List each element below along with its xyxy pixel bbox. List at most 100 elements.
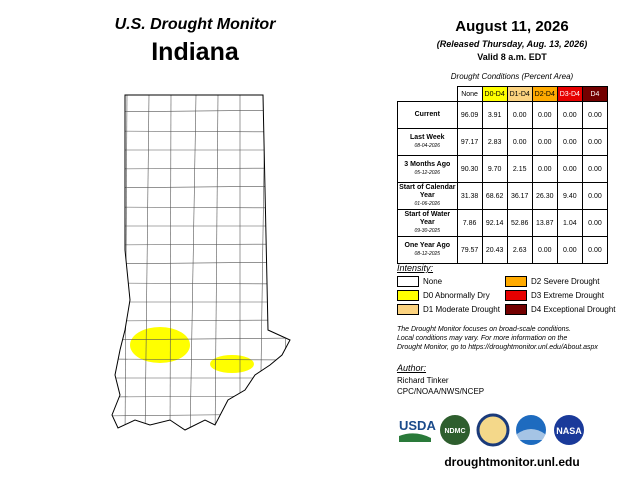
cell: 0.00 xyxy=(581,155,609,183)
cell: 92.14 xyxy=(481,209,508,237)
conditions-table: None D0-D4 D1-D4 D2-D4 D3-D4 D4 Current 96.09 3.… xyxy=(397,86,609,264)
usda-logo: USDA xyxy=(399,418,436,433)
row-label: One Year Ago 08-12-2025 xyxy=(397,236,458,264)
note-line: Drought Monitor, go to https://droughtmo… xyxy=(397,344,598,351)
legend-swatch xyxy=(397,304,419,315)
cell: 0.00 xyxy=(556,101,583,129)
county-line xyxy=(100,435,300,436)
legend-item: D2 Severe Drought xyxy=(505,276,599,287)
cell: 0.00 xyxy=(581,182,609,210)
cell: 0.00 xyxy=(531,128,558,156)
note-line: The Drought Monitor focuses on broad-sca… xyxy=(397,326,571,333)
row-label: Last Week 08-04-2026 xyxy=(397,128,458,156)
counties xyxy=(100,95,300,436)
row-date: 09-30-2025 xyxy=(414,228,441,234)
county-line xyxy=(144,95,150,430)
column-header: D1-D4 xyxy=(506,86,533,102)
cell: 0.00 xyxy=(581,101,609,129)
cell: 2.15 xyxy=(506,155,533,183)
county-line xyxy=(112,337,290,341)
ndmc-logo: NDMC xyxy=(445,428,466,435)
row-label: Current xyxy=(397,101,458,129)
note: The Drought Monitor focuses on broad-sca… xyxy=(397,325,598,352)
title: U.S. Drought Monitor xyxy=(114,16,276,33)
row-name: Start of Water Year xyxy=(404,211,451,226)
county-line xyxy=(112,319,290,322)
row-name: 3 Months Ago xyxy=(404,161,451,168)
data-row: Current 96.09 3.91 0.00 0.00 0.00 0.00 xyxy=(397,101,609,129)
row-label: Start of Water Year 09-30-2025 xyxy=(397,209,458,237)
state-name: Indiana xyxy=(151,38,239,66)
row-date: 08-12-2025 xyxy=(414,251,441,257)
legend-item: D4 Exceptional Drought xyxy=(505,304,616,315)
county-line xyxy=(214,95,219,430)
cell: 0.00 xyxy=(506,128,533,156)
header-row: None D0-D4 D1-D4 D2-D4 D3-D4 D4 xyxy=(398,86,609,102)
legend-swatch xyxy=(397,276,419,287)
cell: 36.17 xyxy=(506,182,533,210)
author-heading: Author: xyxy=(397,363,427,373)
legend-label: None xyxy=(423,277,443,286)
cell: 3.91 xyxy=(481,101,508,129)
cell: 31.38 xyxy=(456,182,483,210)
cell: 7.86 xyxy=(456,209,483,237)
row-name: Last Week xyxy=(410,134,445,141)
date: August 11, 2026 xyxy=(455,18,569,35)
logos: USDA NDMC NASA xyxy=(399,413,584,447)
cell: 0.00 xyxy=(531,155,558,183)
row-date: 05-12-2026 xyxy=(414,170,441,176)
cell: 26.30 xyxy=(531,182,558,210)
cell: 90.30 xyxy=(456,155,483,183)
corner xyxy=(398,87,458,102)
county-line xyxy=(112,358,290,361)
cell: 0.00 xyxy=(531,236,558,264)
column-header: D3-D4 xyxy=(556,86,583,102)
legend-label: D3 Extreme Drought xyxy=(531,291,604,300)
column-header: D0-D4 xyxy=(481,86,508,102)
cell: 0.00 xyxy=(556,155,583,183)
cell: 2.63 xyxy=(506,236,533,264)
author-name: Richard Tinker xyxy=(397,376,449,385)
cell: 2.83 xyxy=(481,128,508,156)
table-caption: Drought Conditions (Percent Area) xyxy=(450,72,574,81)
data-row: Start of Calendar Year 01-06-2026 31.38 68.… xyxy=(397,182,609,210)
cell: 97.17 xyxy=(456,128,483,156)
legend-label: D0 Abnormally Dry xyxy=(423,291,490,300)
cell: 0.00 xyxy=(556,236,583,264)
cell: 0.00 xyxy=(581,209,609,237)
row-name: One Year Ago xyxy=(404,242,451,249)
legend-label: D2 Severe Drought xyxy=(531,277,600,286)
author-org: CPC/NOAA/NWS/NCEP xyxy=(397,387,485,396)
legend-swatch xyxy=(505,290,527,301)
map xyxy=(100,94,300,436)
legend-swatch xyxy=(505,276,527,287)
legend-item: None xyxy=(397,276,442,287)
data-row: 3 Months Ago 05-12-2026 90.30 9.70 2.15 0.00 0… xyxy=(397,155,609,183)
cell: 52.86 xyxy=(506,209,533,237)
cell: 0.00 xyxy=(531,101,558,129)
row-name: Start of Calendar Year xyxy=(399,184,456,199)
cell: 96.09 xyxy=(456,101,483,129)
legend-title: Intensity: xyxy=(397,263,434,273)
legend-label: D4 Exceptional Drought xyxy=(531,305,616,314)
cell: 68.62 xyxy=(481,182,508,210)
cell: 9.70 xyxy=(481,155,508,183)
column-header: D2-D4 xyxy=(531,86,558,102)
legend: None D0 Abnormally Dry D1 Moderate Drought… xyxy=(397,276,624,321)
row-label: Start of Calendar Year 01-06-2026 xyxy=(397,182,458,210)
row-name: Current xyxy=(414,111,440,118)
cell: 9.40 xyxy=(556,182,583,210)
cell: 0.00 xyxy=(581,236,609,264)
cell: 0.00 xyxy=(556,128,583,156)
legend-item: D3 Extreme Drought xyxy=(505,290,604,301)
cell: 0.00 xyxy=(506,101,533,129)
column-header: D4 xyxy=(581,86,609,102)
column-header: None xyxy=(456,86,483,102)
cell: 13.87 xyxy=(531,209,558,237)
url: droughtmonitor.unl.edu xyxy=(444,455,580,469)
cell: 79.57 xyxy=(456,236,483,264)
note-line: Local conditions may vary. For more info… xyxy=(397,335,568,342)
row-label: 3 Months Ago 05-12-2026 xyxy=(397,155,458,183)
data-row: Last Week 08-04-2026 97.17 2.83 0.00 0.00 0.00… xyxy=(397,128,609,156)
